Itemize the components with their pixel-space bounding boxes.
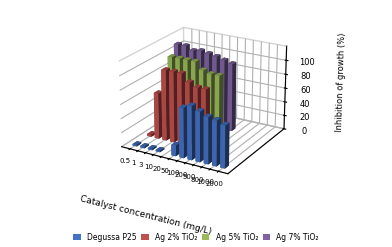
Legend: Degussa P25, Ag 2% TiO₂, Ag 5% TiO₂, Ag 7% TiO₂: Degussa P25, Ag 2% TiO₂, Ag 5% TiO₂, Ag … (72, 231, 320, 243)
X-axis label: Catalyst concentration (mg/L): Catalyst concentration (mg/L) (79, 194, 213, 236)
